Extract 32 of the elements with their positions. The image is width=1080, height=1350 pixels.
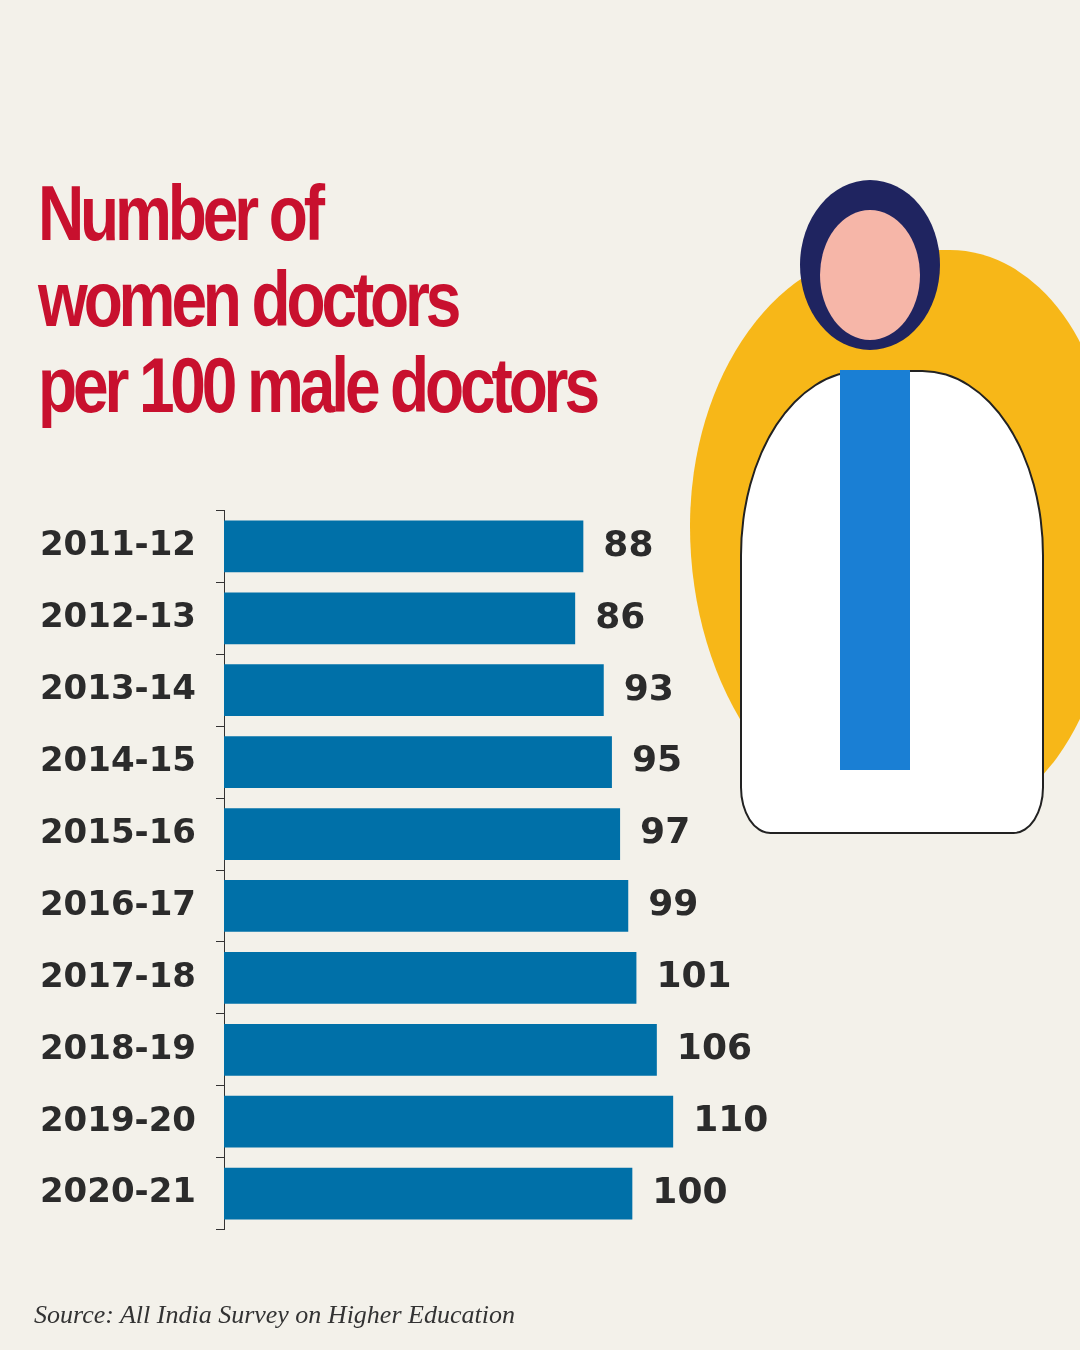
data-label: 101 (656, 954, 732, 996)
bar (224, 808, 621, 860)
y-tick-label: 2020-21 (39, 1170, 196, 1211)
y-tick-label: 2012-13 (39, 595, 196, 636)
y-tick-label: 2013-14 (39, 667, 196, 708)
y-tick-label: 2019-20 (39, 1098, 196, 1139)
source-note: Source: All India Survey on Higher Education (34, 1300, 515, 1330)
bar (224, 736, 612, 789)
chart-title: Number of women doctors per 100 male doctors (38, 169, 598, 429)
data-label: 110 (693, 1098, 769, 1140)
y-tick-label: 2017-18 (39, 954, 196, 995)
data-label: 88 (603, 522, 654, 564)
bar (224, 1095, 674, 1148)
bar (224, 592, 576, 645)
bar (224, 664, 604, 717)
data-label: 99 (648, 882, 699, 924)
bar (224, 520, 584, 573)
y-tick-label: 2015-16 (39, 810, 196, 851)
data-label: 93 (623, 666, 674, 708)
bar (224, 880, 629, 932)
data-label: 95 (631, 738, 683, 780)
bar (224, 1023, 657, 1076)
data-label: 97 (640, 810, 691, 852)
data-label: 100 (652, 1170, 728, 1211)
bar (224, 951, 637, 1004)
y-tick-label: 2011-12 (39, 523, 196, 564)
data-label: 86 (595, 594, 646, 636)
y-tick-label: 2016-17 (39, 882, 196, 923)
y-tick-label: 2014-15 (39, 738, 196, 779)
bar (224, 1167, 633, 1220)
y-tick-label: 2018-19 (39, 1026, 196, 1067)
data-label: 106 (676, 1026, 752, 1068)
